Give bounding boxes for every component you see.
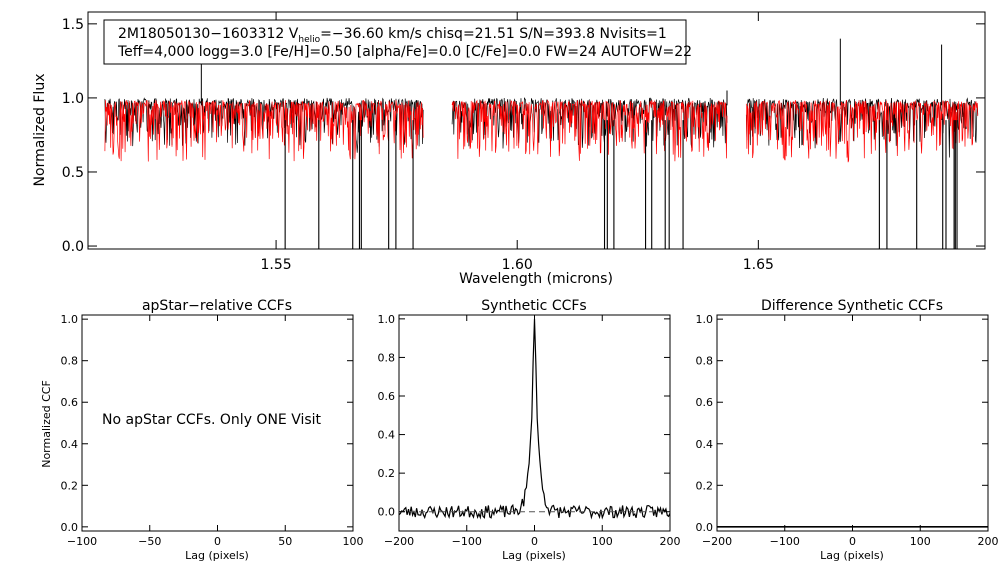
synthetic-ccf-x-tick-label-4: 200 (660, 535, 681, 548)
synthetic-ccf-y-tick-label-4: 0.8 (378, 351, 396, 364)
difference-ccf-y-tick-label-2: 0.4 (696, 438, 714, 451)
info-box (103, 19, 687, 65)
synthetic-ccf-x-label: Lag (pixels) (502, 549, 566, 562)
difference-ccf-y-tick-label-3: 0.6 (696, 396, 714, 409)
apstar-ccf-panel: apStar−relative CCFs −100 −50 0 50 100 0.00.… (40, 298, 364, 562)
info-line-2: Teff=4,000 logg=3.0 [Fe/H]=0.50 [alpha/F… (117, 44, 692, 60)
apstar-ccf-x-ticks: −100 −50 0 50 100 (67, 315, 364, 548)
apstar-ccf-x-tick-label-0: −100 (67, 535, 97, 548)
synthetic-ccf-y-ticks: 0.0 0.2 0.4 0.6 0.8 1.0 (378, 313, 670, 519)
apstar-ccf-y-tick-label-4: 0.8 (61, 355, 79, 368)
spectrum-y-tick-label-2: 1.0 (62, 91, 84, 107)
info-line-1-star: 2M18050130−1603312 V (118, 26, 299, 42)
difference-ccf-y-tick-label-5: 1.0 (696, 313, 714, 326)
difference-ccf-panel: Difference Synthetic CCFs −200 −100 0 100 20… (696, 298, 999, 562)
spectrum-x-ticks: 1.55 1.60 1.65 (260, 12, 774, 273)
spectrum-x-label: Wavelength (microns) (459, 271, 613, 287)
spectrum-series-group (104, 38, 979, 249)
spectrum-y-ticks: 0.0 0.5 1.0 1.5 (62, 17, 985, 255)
synthetic-ccf-y-tick-label-2: 0.4 (378, 429, 396, 442)
difference-ccf-title: Difference Synthetic CCFs (761, 298, 943, 314)
info-line-1-sub: helio (298, 35, 320, 45)
spectrum-x-tick-label-0: 1.55 (260, 257, 291, 273)
spectrum-panel: 1.55 1.60 1.65 0.0 0.5 1.0 1.5 Wavelength (mi… (32, 11, 986, 287)
difference-ccf-y-tick-label-4: 0.8 (696, 355, 714, 368)
synthetic-ccf-y-tick-label-5: 1.0 (378, 313, 396, 326)
apstar-ccf-x-tick-label-3: 50 (278, 535, 292, 548)
spectrum-y-tick-label-3: 1.5 (62, 17, 84, 33)
apstar-ccf-y-ticks: 0.0 0.2 0.4 0.6 0.8 1.0 (61, 313, 353, 534)
apstar-ccf-y-tick-label-5: 1.0 (61, 313, 79, 326)
synthetic-ccf-panel: Synthetic CCFs −200 −100 0 100 200 0.0 0.2 0.4… (378, 298, 681, 562)
synthetic-ccf-y-tick-label-1: 0.2 (378, 467, 396, 480)
spectrum-y-tick-label-0: 0.0 (62, 239, 84, 255)
spectrum-y-tick-label-1: 0.5 (62, 165, 84, 181)
apstar-ccf-title: apStar−relative CCFs (142, 298, 292, 314)
synthetic-ccf-x-tick-label-2: 0 (531, 535, 538, 548)
spectrum-y-label: Normalized Flux (32, 74, 48, 187)
apstar-ccf-x-tick-label-2: 0 (214, 535, 221, 548)
synthetic-ccf-frame (398, 314, 671, 532)
synthetic-ccf-line (398, 318, 671, 520)
difference-ccf-x-tick-label-0: −200 (702, 535, 732, 548)
synthetic-ccf-y-tick-label-0: 0.0 (378, 506, 396, 519)
synthetic-ccf-series-group (398, 318, 671, 520)
spectrum-model-line (104, 99, 979, 163)
difference-ccf-x-tick-label-1: −100 (770, 535, 800, 548)
synthetic-ccf-x-tick-label-1: −100 (452, 535, 482, 548)
apstar-ccf-y-tick-label-1: 0.2 (61, 479, 79, 492)
difference-ccf-x-tick-label-4: 200 (978, 535, 999, 548)
difference-ccf-x-ticks: −200 −100 0 100 200 (702, 315, 999, 548)
spectrum-frame (87, 11, 986, 250)
info-line-1: 2M18050130−1603312 Vhelio=−36.60 km/s ch… (118, 26, 667, 45)
synthetic-ccf-x-tick-label-3: 100 (592, 535, 613, 548)
difference-ccf-y-tick-label-0: 0.0 (696, 521, 714, 534)
synthetic-ccf-x-tick-label-0: −200 (384, 535, 414, 548)
apstar-ccf-y-tick-label-2: 0.4 (61, 438, 79, 451)
synthetic-ccf-x-ticks: −200 −100 0 100 200 (384, 315, 681, 548)
info-line-1-rest: =−36.60 km/s chisq=21.51 S/N=393.8 Nvisi… (320, 26, 667, 42)
apstar-ccf-x-tick-label-4: 100 (343, 535, 364, 548)
apstar-ccf-y-tick-label-3: 0.6 (61, 396, 79, 409)
spectrum-x-tick-label-1: 1.60 (502, 257, 533, 273)
synthetic-ccf-y-tick-label-3: 0.6 (378, 390, 396, 403)
difference-ccf-frame (716, 314, 989, 532)
apstar-ccf-x-tick-label-1: −50 (138, 535, 161, 548)
apstar-ccf-x-label: Lag (pixels) (185, 549, 249, 562)
synthetic-ccf-title: Synthetic CCFs (481, 298, 586, 314)
difference-ccf-x-tick-label-2: 0 (849, 535, 856, 548)
spectrum-x-tick-label-2: 1.65 (743, 257, 774, 273)
apstar-ccf-y-tick-label-0: 0.0 (61, 521, 79, 534)
difference-ccf-x-tick-label-3: 100 (910, 535, 931, 548)
difference-ccf-x-label: Lag (pixels) (820, 549, 884, 562)
apstar-ccf-message: No apStar CCFs. Only ONE Visit (102, 412, 322, 428)
apstar-ccf-y-label: Normalized CCF (40, 380, 53, 468)
difference-ccf-y-tick-label-1: 0.2 (696, 479, 714, 492)
difference-ccf-y-ticks: 0.0 0.2 0.4 0.6 0.8 1.0 (696, 313, 988, 534)
